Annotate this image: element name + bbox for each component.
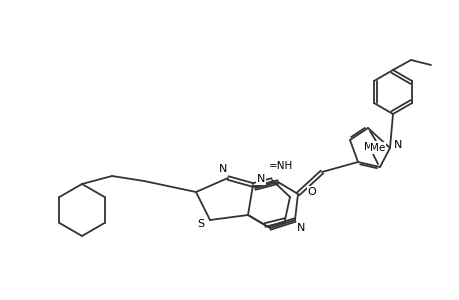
Text: N: N (218, 164, 227, 174)
Text: N: N (256, 174, 264, 184)
Text: Me: Me (364, 142, 379, 152)
Text: O: O (307, 187, 316, 197)
Text: S: S (197, 219, 204, 229)
Text: N: N (393, 140, 401, 150)
Text: N: N (296, 223, 304, 233)
Text: Me: Me (369, 143, 385, 153)
Text: =NH: =NH (269, 161, 292, 171)
